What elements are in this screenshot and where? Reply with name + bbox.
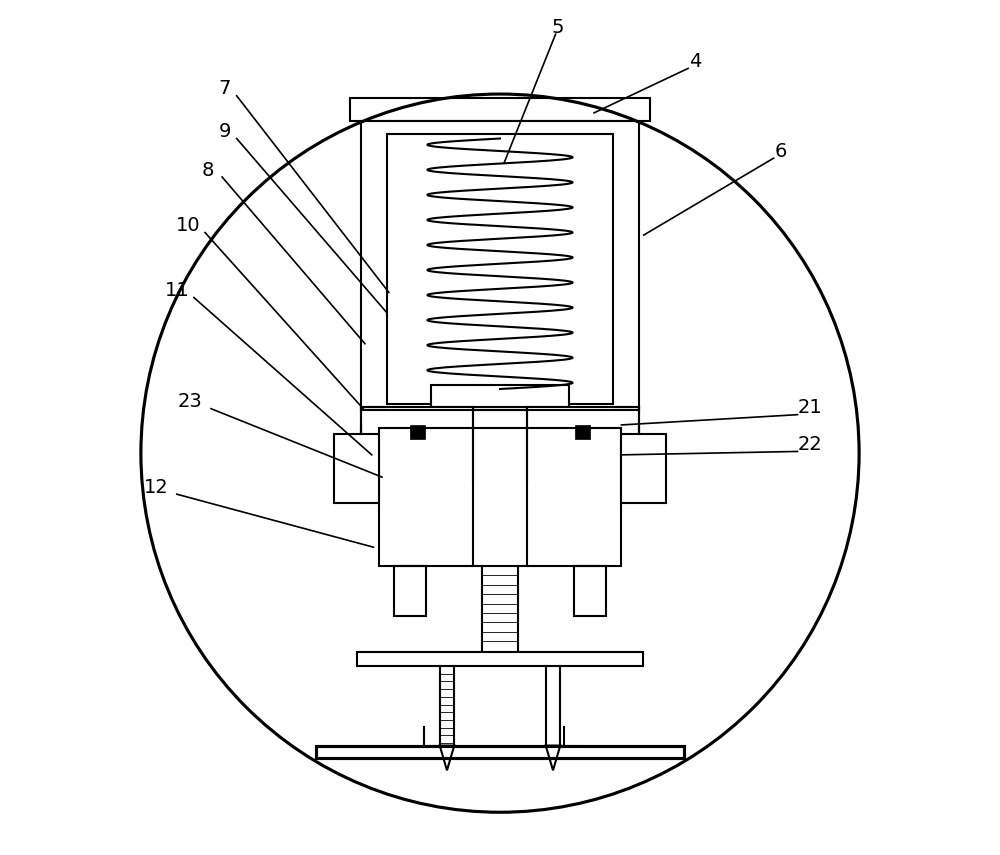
- Bar: [574, 566, 606, 616]
- Bar: [431, 385, 569, 407]
- Bar: [379, 428, 621, 566]
- Text: 11: 11: [164, 281, 189, 300]
- Text: 8: 8: [201, 161, 214, 180]
- Bar: [361, 462, 473, 481]
- Bar: [575, 425, 590, 439]
- Text: 6: 6: [774, 142, 787, 161]
- Text: 4: 4: [689, 52, 701, 71]
- Bar: [316, 746, 684, 758]
- Bar: [357, 652, 643, 666]
- Bar: [361, 121, 639, 410]
- Text: 21: 21: [797, 398, 822, 417]
- Bar: [361, 407, 473, 462]
- Text: 10: 10: [176, 216, 200, 235]
- Text: 5: 5: [552, 18, 564, 37]
- Text: 12: 12: [144, 478, 169, 497]
- Text: 23: 23: [178, 392, 203, 411]
- Text: 7: 7: [219, 80, 231, 98]
- Bar: [410, 425, 425, 439]
- Bar: [334, 434, 379, 503]
- Text: 9: 9: [219, 122, 231, 141]
- Bar: [527, 462, 639, 481]
- Text: 22: 22: [797, 435, 822, 454]
- Bar: [394, 566, 426, 616]
- Bar: [527, 407, 639, 462]
- Bar: [621, 434, 666, 503]
- Bar: [350, 98, 650, 121]
